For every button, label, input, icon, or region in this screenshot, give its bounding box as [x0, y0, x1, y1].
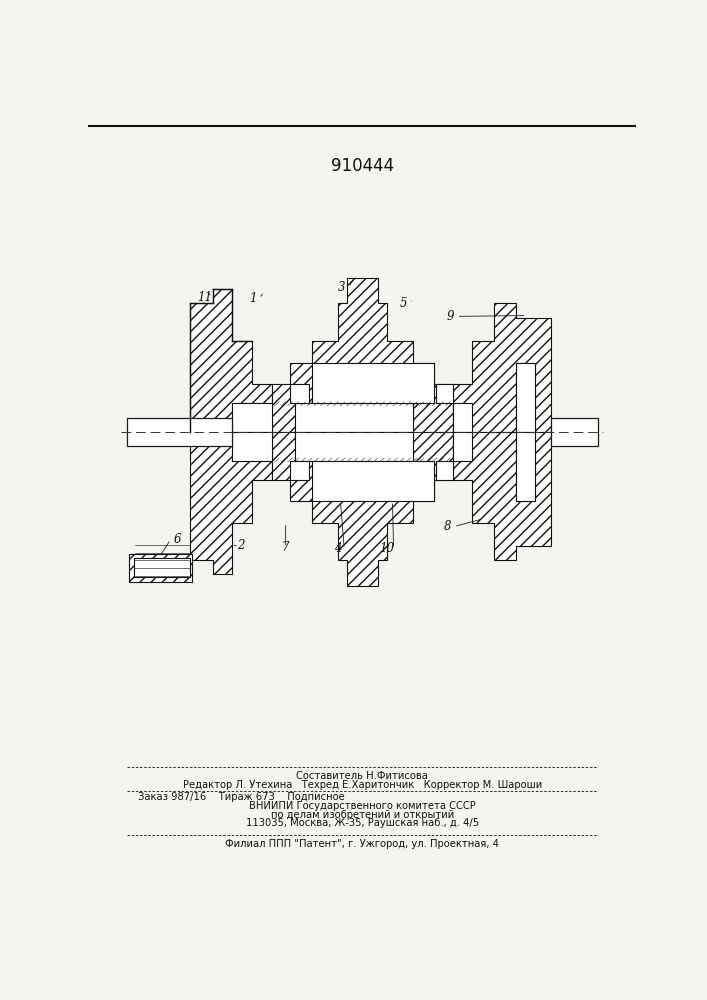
- Text: 5: 5: [399, 297, 407, 310]
- Text: 9: 9: [446, 310, 454, 323]
- Text: 11: 11: [197, 291, 213, 304]
- Polygon shape: [312, 363, 433, 403]
- Polygon shape: [452, 432, 551, 560]
- Text: Редактор Л. Утехина   Техред Е.Харитончик   Корректор М. Шароши: Редактор Л. Утехина Техред Е.Харитончик …: [182, 780, 542, 790]
- Text: по делам изобретений и открытий: по делам изобретений и открытий: [271, 810, 454, 820]
- Polygon shape: [290, 384, 309, 403]
- Text: 10: 10: [380, 542, 395, 555]
- Polygon shape: [296, 432, 413, 461]
- Text: Составитель Н.Фитисова: Составитель Н.Фитисова: [296, 771, 428, 781]
- Polygon shape: [516, 363, 535, 432]
- Text: 7: 7: [282, 541, 289, 554]
- Polygon shape: [127, 418, 232, 446]
- Text: 3: 3: [339, 281, 346, 294]
- Polygon shape: [232, 403, 272, 432]
- Polygon shape: [134, 558, 190, 577]
- Text: 2: 2: [237, 539, 245, 552]
- Text: 113035, Москва, Ж-35, Раушская наб., д. 4/5: 113035, Москва, Ж-35, Раушская наб., д. …: [246, 818, 479, 828]
- Polygon shape: [189, 289, 272, 432]
- Polygon shape: [452, 403, 472, 432]
- Polygon shape: [129, 554, 192, 582]
- Text: 4: 4: [334, 542, 341, 555]
- Polygon shape: [272, 278, 452, 432]
- Text: 8: 8: [443, 520, 451, 533]
- Text: 910444: 910444: [331, 157, 394, 175]
- Polygon shape: [436, 461, 452, 480]
- Polygon shape: [296, 403, 413, 432]
- Polygon shape: [551, 418, 598, 446]
- Polygon shape: [232, 432, 272, 461]
- Text: Филиал ППП "Патент", г. Ужгород, ул. Проектная, 4: Филиал ППП "Патент", г. Ужгород, ул. Про…: [226, 839, 499, 849]
- Polygon shape: [452, 432, 472, 461]
- Polygon shape: [312, 461, 433, 501]
- Polygon shape: [436, 384, 452, 403]
- Polygon shape: [516, 432, 535, 501]
- Text: 1: 1: [249, 292, 257, 305]
- Polygon shape: [452, 303, 551, 432]
- Text: 6: 6: [173, 533, 181, 546]
- Text: Заказ 987/16    Тираж 673    Подписное: Заказ 987/16 Тираж 673 Подписное: [138, 792, 344, 802]
- Text: ВНИИПИ Государственного комитета СССР: ВНИИПИ Государственного комитета СССР: [249, 801, 476, 811]
- Polygon shape: [272, 432, 452, 586]
- Polygon shape: [189, 432, 272, 574]
- Polygon shape: [290, 461, 309, 480]
